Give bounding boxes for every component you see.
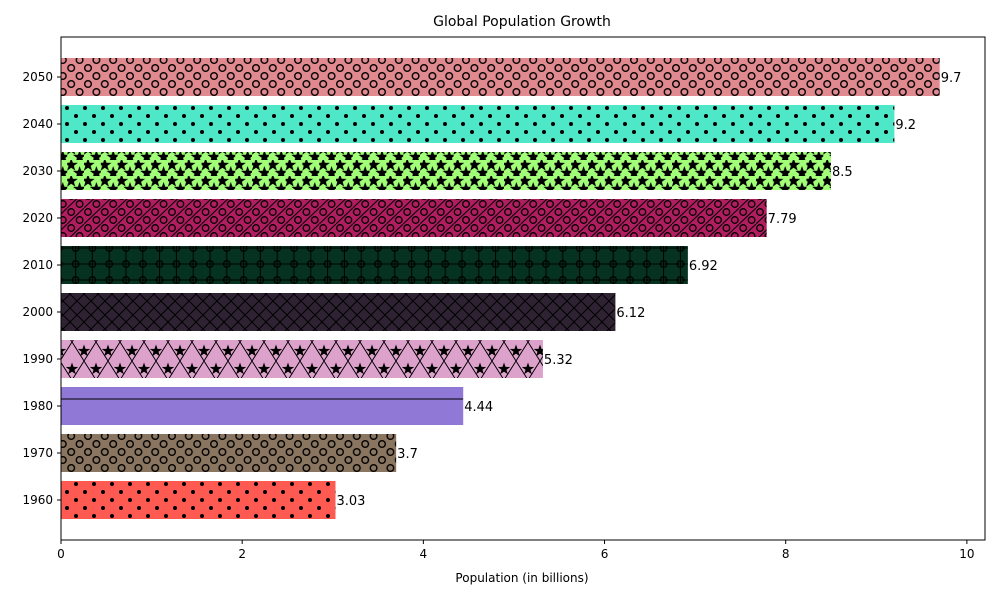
- y-axis: 1960 1970 1980 1990 2000 2010 2020 2030 2040 2050: [22, 70, 61, 507]
- y-tick-label-1960: 1960: [22, 493, 53, 507]
- data-label-1990: 5.32: [544, 353, 573, 368]
- x-tick-label-6: 6: [601, 547, 609, 561]
- x-tick-label-0: 0: [57, 547, 65, 561]
- data-label-2040: 9.2: [895, 118, 916, 133]
- bar-1980: [61, 387, 464, 425]
- plot-frame: [60, 36, 986, 541]
- y-tick-label-2040: 2040: [22, 117, 53, 131]
- data-label-2000: 6.12: [616, 306, 645, 321]
- y-tick-label-1980: 1980: [22, 399, 53, 413]
- bar-2020: [61, 199, 767, 237]
- data-label-2030: 8.5: [832, 165, 853, 180]
- data-label-1970: 3.7: [397, 447, 418, 462]
- x-axis: 0 2 4 6 8 10: [57, 540, 975, 561]
- data-label-2020: 7.79: [768, 212, 797, 227]
- y-tick-label-2030: 2030: [22, 164, 53, 178]
- x-axis-label: Population (in billions): [455, 571, 588, 585]
- bar-1960: [61, 481, 336, 519]
- y-tick-label-2000: 2000: [22, 305, 53, 319]
- bars-layer: 3.03 3.7 4.44 5.32 6.12 6.92 7.79 8.5 9.2 9.7: [61, 58, 961, 519]
- data-label-1960: 3.03: [336, 494, 365, 509]
- bar-2040: [61, 105, 895, 143]
- data-label-2050: 9.7: [941, 71, 962, 86]
- y-tick-label-2010: 2010: [22, 258, 53, 272]
- bar-1990: [61, 340, 543, 378]
- x-tick-label-10: 10: [959, 547, 974, 561]
- bar-1970: [61, 434, 397, 472]
- chart-title: Global Population Growth: [433, 14, 611, 30]
- x-tick-label-8: 8: [782, 547, 790, 561]
- data-label-2010: 6.92: [689, 259, 718, 274]
- bar-2000: [61, 293, 616, 331]
- data-label-1980: 4.44: [464, 400, 493, 415]
- y-tick-label-1970: 1970: [22, 446, 53, 460]
- y-tick-label-2020: 2020: [22, 211, 53, 225]
- bar-2050: [61, 58, 940, 96]
- x-tick-label-2: 2: [238, 547, 246, 561]
- x-tick-label-4: 4: [420, 547, 428, 561]
- bar-2030: [61, 152, 831, 190]
- y-tick-label-1990: 1990: [22, 352, 53, 366]
- y-tick-label-2050: 2050: [22, 70, 53, 84]
- bar-2010: [61, 246, 688, 284]
